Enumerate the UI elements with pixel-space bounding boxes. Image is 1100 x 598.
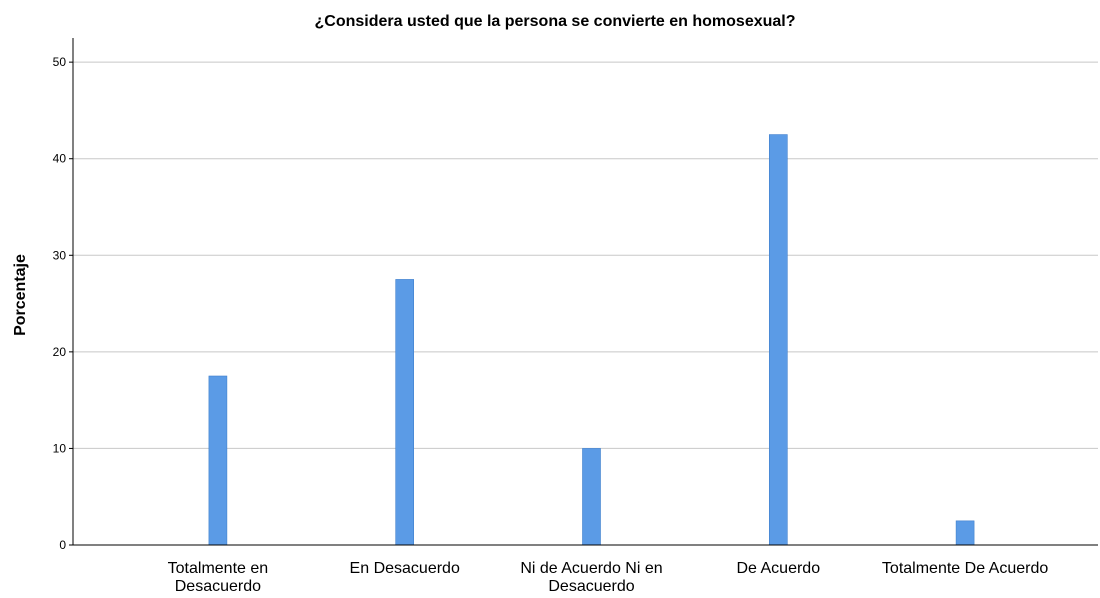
x-tick-label: En Desacuerdo	[350, 560, 460, 577]
x-tick-label: Totalmente De Acuerdo	[882, 560, 1048, 577]
bar	[582, 448, 601, 546]
bar	[768, 134, 788, 546]
y-tick-label: 40	[53, 152, 67, 166]
x-tick-label: Ni de Acuerdo Ni en Desacuerdo	[520, 560, 662, 595]
y-tick-label: 0	[59, 538, 66, 552]
y-tick-label: 20	[53, 345, 67, 359]
y-tick-label: 50	[53, 55, 67, 69]
y-tick-label: 30	[53, 248, 67, 262]
x-tick-label: Totalmente en Desacuerdo	[168, 560, 269, 595]
bar	[955, 520, 975, 546]
bar	[395, 279, 415, 546]
y-tick-label: 10	[53, 441, 67, 455]
chart-title: ¿Considera usted que la persona se convi…	[314, 13, 795, 30]
x-tick-label: De Acuerdo	[736, 560, 820, 577]
bar	[208, 375, 228, 546]
y-axis-label: Porcentaje	[12, 254, 29, 336]
